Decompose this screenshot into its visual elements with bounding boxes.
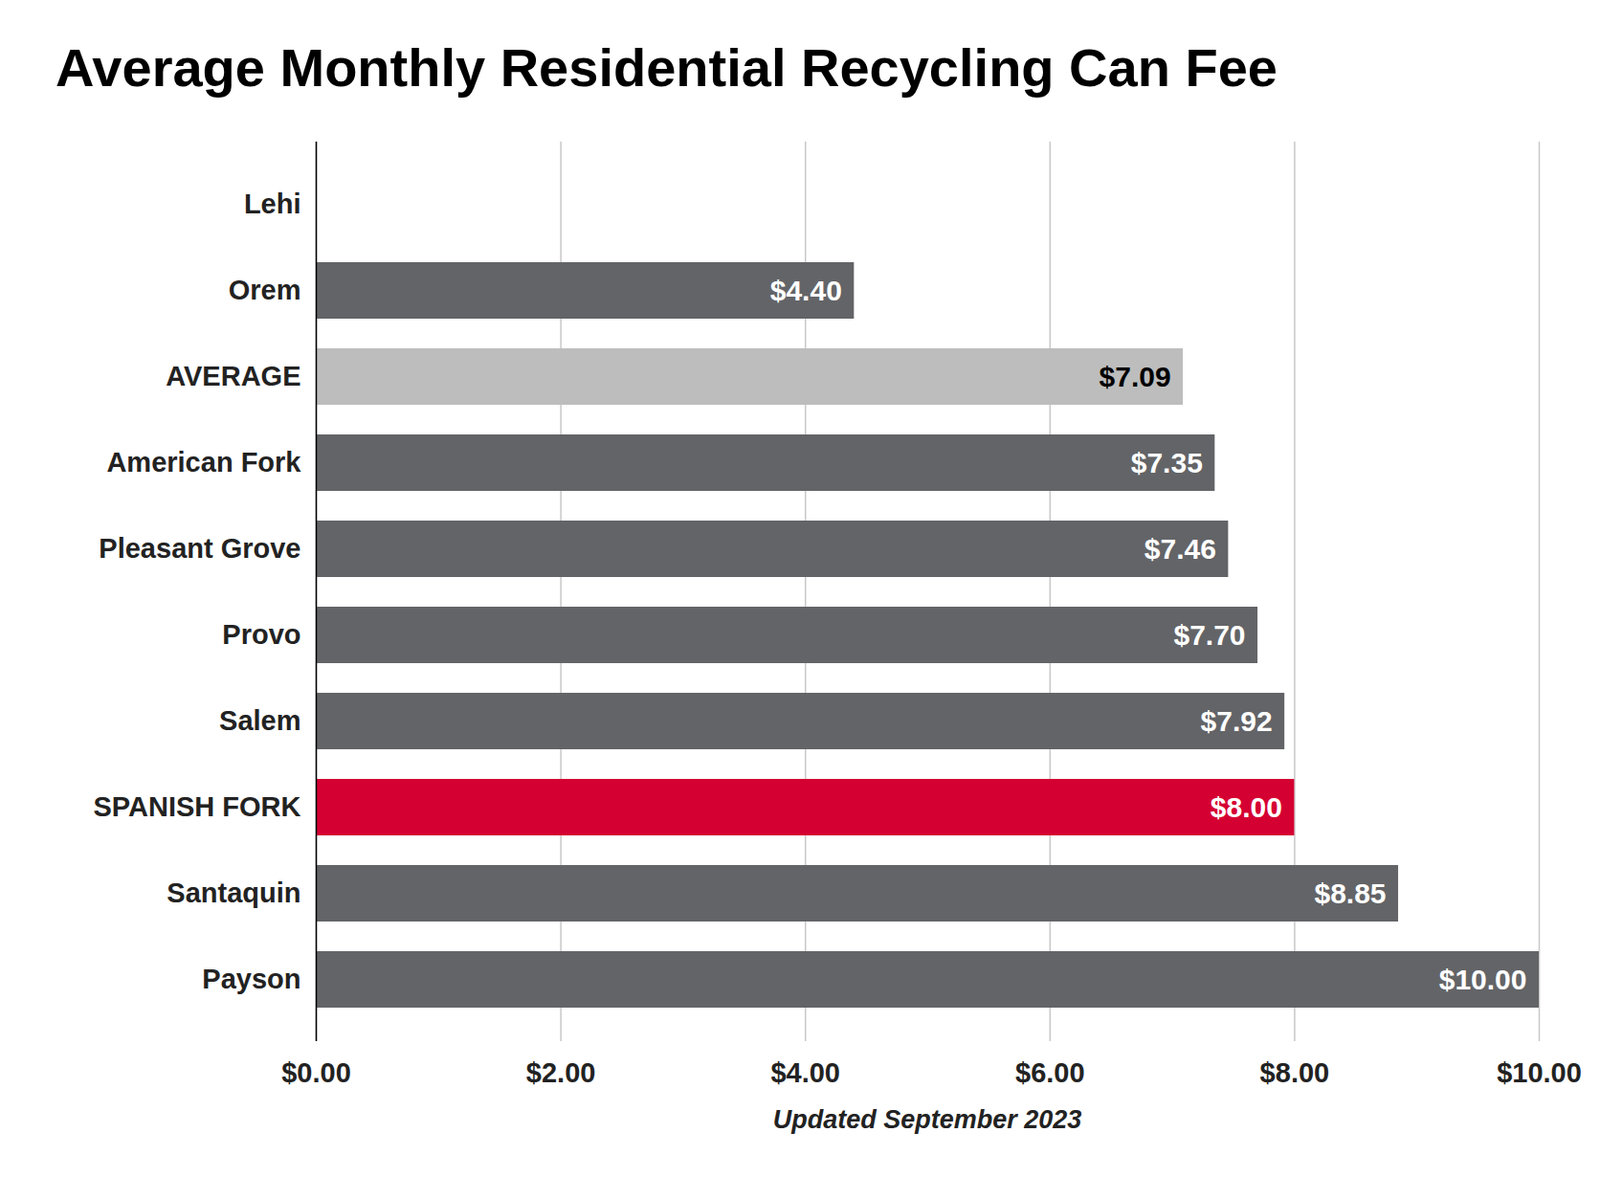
svg-text:Provo: Provo bbox=[222, 619, 301, 650]
svg-text:American Fork: American Fork bbox=[106, 446, 302, 478]
svg-text:Santaquin: Santaquin bbox=[166, 877, 301, 909]
svg-text:Orem: Orem bbox=[228, 274, 302, 306]
svg-text:$7.92: $7.92 bbox=[1200, 705, 1273, 737]
svg-text:$8.85: $8.85 bbox=[1313, 877, 1386, 910]
svg-text:$7.35: $7.35 bbox=[1131, 446, 1203, 479]
html-text:Average Monthly Residential Re: Average Monthly Residential Recycling Ca… bbox=[55, 37, 1278, 98]
svg-text:$4.40: $4.40 bbox=[770, 274, 843, 307]
svg-text:Lehi: Lehi bbox=[244, 188, 302, 220]
svg-text:$7.70: $7.70 bbox=[1173, 619, 1245, 651]
svg-text:$10.00: $10.00 bbox=[1439, 963, 1528, 996]
svg-text:$6.00: $6.00 bbox=[1015, 1057, 1086, 1089]
svg-text:$7.46: $7.46 bbox=[1144, 533, 1217, 565]
svg-text:$7.09: $7.09 bbox=[1099, 360, 1172, 393]
svg-text:AVERAGE: AVERAGE bbox=[165, 360, 301, 392]
svg-text:$2.00: $2.00 bbox=[526, 1057, 597, 1089]
svg-text:Salem: Salem bbox=[219, 705, 301, 736]
svg-text:SPANISH FORK: SPANISH FORK bbox=[93, 791, 302, 823]
svg-text:$0.00: $0.00 bbox=[281, 1057, 352, 1089]
svg-text:$10.00: $10.00 bbox=[1496, 1057, 1582, 1089]
svg-text:Pleasant Grove: Pleasant Grove bbox=[98, 533, 301, 564]
svg-text:$8.00: $8.00 bbox=[1210, 791, 1283, 823]
svg-text:Payson: Payson bbox=[201, 963, 301, 995]
svg-text:$4.00: $4.00 bbox=[770, 1057, 841, 1089]
html-text:Updated September 2023: Updated September 2023 bbox=[772, 1105, 1082, 1134]
svg-text:$8.00: $8.00 bbox=[1260, 1057, 1331, 1089]
